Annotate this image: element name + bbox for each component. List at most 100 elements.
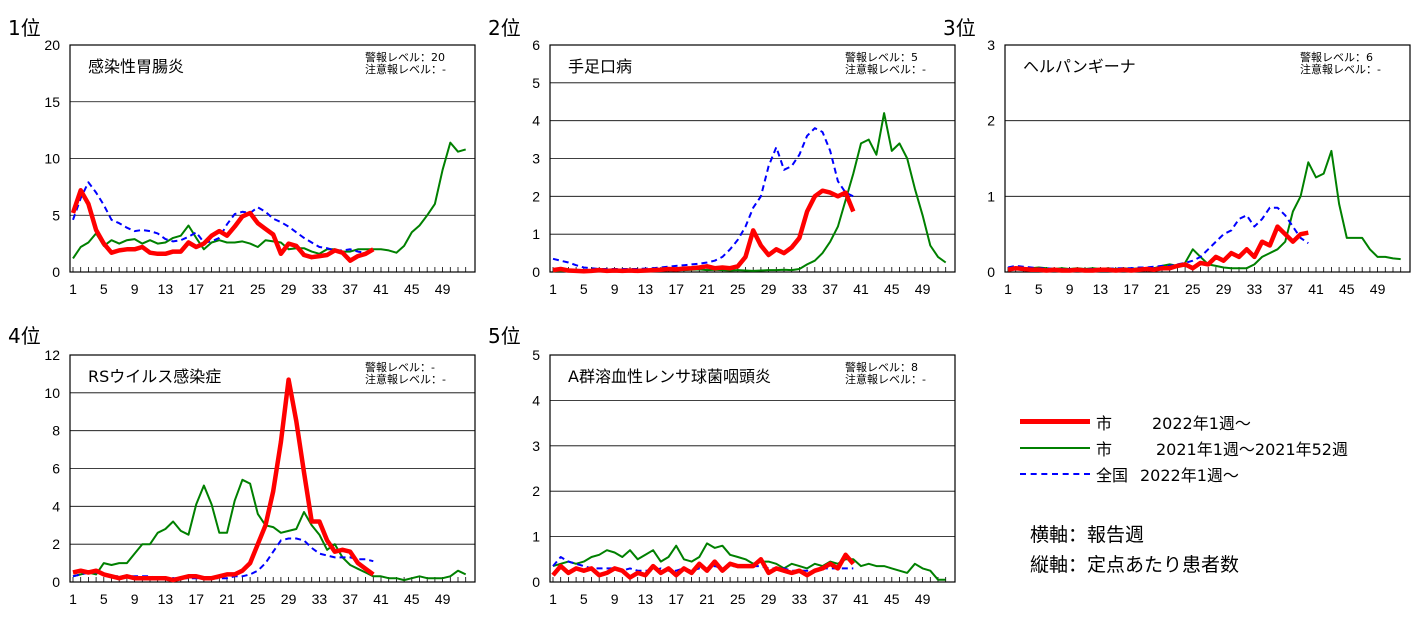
x-tick-label: 33	[312, 281, 328, 297]
rank-label-1: 1位	[8, 16, 41, 40]
x-tick-label: 33	[312, 591, 328, 607]
x-tick-label: 45	[404, 591, 420, 607]
y-tick-label: 6	[52, 461, 60, 477]
alert-level-label: 警報レベル：6	[1300, 50, 1373, 64]
x-tick-label: 1	[69, 281, 77, 297]
caution-level-label: 注意報レベル：-	[845, 62, 926, 76]
x-tick-label: 13	[638, 591, 654, 607]
caution-level-label: 注意報レベル：-	[845, 372, 926, 386]
y-tick-label: 10	[44, 151, 60, 167]
legend-swatch-city-2022	[1020, 419, 1090, 424]
x-tick-label: 25	[730, 281, 746, 297]
x-tick-label: 37	[822, 281, 838, 297]
x-tick-label: 49	[915, 591, 931, 607]
y-tick-label: 5	[532, 347, 540, 363]
x-tick-label: 37	[342, 281, 358, 297]
y-tick-label: 2	[532, 188, 540, 204]
rank-label-4: 4位	[8, 324, 41, 348]
x-tick-label: 9	[1066, 281, 1074, 297]
x-tick-label: 17	[668, 281, 684, 297]
x-tick-label: 45	[884, 281, 900, 297]
plot-frame	[549, 354, 956, 583]
y-tick-label: 1	[987, 188, 995, 204]
x-tick-label: 13	[638, 281, 654, 297]
x-tick-label: 33	[1247, 281, 1263, 297]
x-tick-label: 9	[611, 591, 619, 607]
x-tick-label: 33	[792, 281, 808, 297]
y-tick-label: 10	[44, 385, 60, 401]
y-tick-label: 20	[44, 37, 60, 53]
x-tick-label: 17	[188, 281, 204, 297]
series-line-city-2022	[1007, 224, 1309, 273]
y-tick-label: 3	[532, 151, 540, 167]
x-tick-label: 37	[1277, 281, 1293, 297]
x-tick-label: 1	[549, 591, 557, 607]
legend: 市 2022年1週～ 市 2021年1週～2021年52週 全国 2022年1週…	[1020, 400, 1415, 600]
x-tick-label: 41	[853, 281, 869, 297]
x-tick-label: 37	[822, 591, 838, 607]
y-tick-label: 8	[52, 423, 60, 439]
x-tick-label: 37	[342, 591, 358, 607]
x-tick-label: 29	[761, 281, 777, 297]
x-tick-label: 13	[1093, 281, 1109, 297]
xaxis-note: 横軸：報告週	[1030, 524, 1145, 546]
y-tick-label: 3	[532, 438, 540, 454]
x-tick-label: 41	[373, 281, 389, 297]
x-tick-label: 21	[1154, 281, 1170, 297]
x-tick-label: 17	[668, 591, 684, 607]
series-line-city-2021	[72, 478, 467, 582]
rank-label-2: 2位	[488, 16, 521, 40]
y-tick-label: 5	[52, 207, 60, 223]
legend-label: 市	[1096, 414, 1113, 433]
x-tick-label: 25	[730, 591, 746, 607]
legend-label: 市	[1096, 440, 1113, 459]
series-line-city-2022	[551, 552, 856, 580]
x-tick-label: 49	[435, 591, 451, 607]
x-tick-label: 29	[1216, 281, 1232, 297]
plot-frame	[1004, 44, 1411, 273]
x-tick-label: 5	[580, 591, 588, 607]
x-tick-label: 1	[1004, 281, 1012, 297]
alert-level-label: 警報レベル：20	[365, 50, 445, 64]
y-tick-label: 2	[52, 536, 60, 552]
x-tick-label: 49	[915, 281, 931, 297]
x-tick-label: 9	[131, 591, 139, 607]
legend-label: 全国	[1096, 466, 1129, 485]
rank-label-5: 5位	[488, 324, 521, 348]
x-tick-label: 29	[761, 591, 777, 607]
x-tick-label: 13	[158, 281, 174, 297]
x-tick-label: 49	[435, 281, 451, 297]
legend-period: 2022年1週～	[1140, 466, 1239, 485]
y-tick-label: 0	[532, 264, 540, 280]
legend-period: 2021年1週～2021年52週	[1156, 440, 1348, 459]
x-tick-label: 1	[69, 591, 77, 607]
x-tick-label: 5	[100, 591, 108, 607]
x-tick-label: 25	[1185, 281, 1201, 297]
y-tick-label: 2	[532, 483, 540, 499]
panel-title: A群溶血性レンサ球菌咽頭炎	[568, 367, 771, 386]
x-tick-label: 17	[188, 591, 204, 607]
y-tick-label: 0	[987, 264, 995, 280]
y-tick-label: 0	[52, 264, 60, 280]
caution-level-label: 注意報レベル：-	[1300, 62, 1381, 76]
x-tick-label: 5	[1035, 281, 1043, 297]
x-tick-label: 41	[853, 591, 869, 607]
y-tick-label: 1	[532, 226, 540, 242]
x-tick-label: 5	[100, 281, 108, 297]
series-line-city-2021	[72, 141, 466, 259]
series-line-city-2021	[552, 542, 946, 581]
y-tick-label: 12	[44, 347, 60, 363]
x-tick-label: 5	[580, 281, 588, 297]
y-tick-label: 4	[52, 498, 60, 514]
alert-level-label: 警報レベル：-	[365, 360, 435, 374]
legend-swatch-city-2021	[1020, 447, 1090, 449]
y-tick-label: 4	[532, 113, 540, 129]
x-tick-label: 41	[373, 591, 389, 607]
x-tick-label: 9	[131, 281, 139, 297]
series-line-city-2022	[552, 188, 856, 274]
series-line-city-2022	[70, 188, 375, 263]
legend-swatch-national-2022	[1020, 473, 1090, 475]
